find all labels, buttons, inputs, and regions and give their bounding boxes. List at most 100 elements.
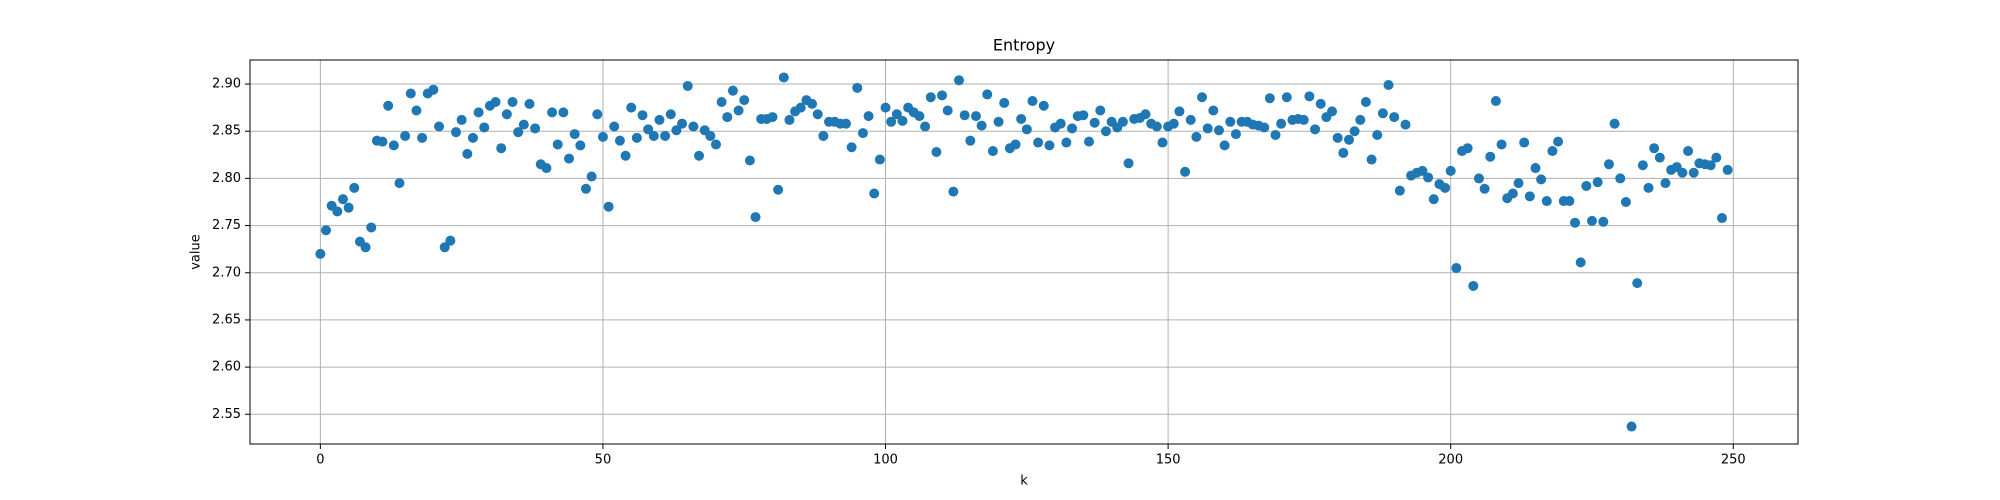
point: [705, 130, 716, 141]
point: [744, 155, 755, 166]
point: [321, 225, 332, 236]
point: [439, 242, 450, 253]
point: [564, 153, 575, 164]
point: [451, 127, 462, 138]
point: [631, 132, 642, 143]
x-tick-label: 200: [1438, 453, 1463, 468]
point: [688, 121, 699, 132]
point: [880, 102, 891, 113]
point: [1524, 191, 1535, 202]
point: [1383, 80, 1394, 91]
point: [513, 127, 524, 138]
point: [473, 107, 484, 118]
plot-frame: [249, 59, 1799, 445]
point: [530, 123, 541, 134]
point: [434, 121, 445, 132]
point: [1027, 96, 1038, 107]
point: [999, 97, 1010, 108]
x-axis-label: k: [1020, 474, 1028, 489]
point: [1349, 126, 1360, 137]
point: [773, 184, 784, 195]
point: [1366, 154, 1377, 165]
point: [1620, 196, 1631, 207]
point: [1343, 134, 1354, 145]
point: [394, 178, 405, 189]
point: [1202, 123, 1213, 134]
point: [366, 222, 377, 233]
y-tick-label: 2.60: [212, 360, 241, 375]
point: [332, 206, 343, 217]
point: [1010, 139, 1021, 150]
point: [1315, 98, 1326, 109]
point: [388, 140, 399, 151]
point: [891, 109, 902, 120]
point: [869, 188, 880, 199]
point: [1570, 217, 1581, 228]
point: [1649, 143, 1660, 154]
point: [541, 163, 552, 174]
point: [1055, 118, 1066, 129]
point: [1716, 213, 1727, 224]
point: [1479, 183, 1490, 194]
point: [818, 130, 829, 141]
point: [315, 248, 326, 259]
point: [1355, 114, 1366, 125]
point: [846, 142, 857, 153]
point: [807, 98, 818, 109]
point: [400, 130, 411, 141]
point: [1213, 125, 1224, 136]
point: [1722, 164, 1733, 175]
point: [1061, 137, 1072, 148]
point: [682, 80, 693, 91]
point: [1298, 114, 1309, 125]
point: [1151, 121, 1162, 132]
point: [490, 96, 501, 107]
point: [665, 109, 676, 120]
point: [1078, 110, 1089, 121]
point: [1507, 188, 1518, 199]
point: [948, 186, 959, 197]
point: [778, 72, 789, 83]
point: [1575, 257, 1586, 268]
point: [558, 107, 569, 118]
point: [592, 109, 603, 120]
point: [840, 118, 851, 129]
point: [733, 105, 744, 116]
point: [1496, 139, 1507, 150]
point: [586, 171, 597, 182]
point: [1372, 130, 1383, 141]
y-tick-label: 2.90: [212, 77, 241, 92]
point: [1185, 114, 1196, 125]
point: [1310, 124, 1321, 135]
point: [637, 110, 648, 121]
point: [1225, 116, 1236, 127]
point: [1440, 182, 1451, 193]
point: [1626, 421, 1637, 432]
point: [496, 143, 507, 154]
point: [1259, 122, 1270, 133]
point: [445, 235, 456, 246]
point: [1592, 177, 1603, 188]
point: [524, 98, 535, 109]
point: [1519, 137, 1530, 148]
y-tick-label: 2.80: [212, 171, 241, 186]
point: [1281, 92, 1292, 103]
point: [931, 146, 942, 157]
point: [976, 120, 987, 131]
point: [654, 114, 665, 125]
point: [428, 84, 439, 95]
point: [1423, 172, 1434, 183]
point: [694, 150, 705, 161]
point: [1468, 280, 1479, 291]
point: [1598, 216, 1609, 227]
point: [1157, 137, 1168, 148]
y-tick-label: 2.70: [212, 265, 241, 280]
point: [1338, 147, 1349, 158]
x-tick-label: 150: [1156, 453, 1181, 468]
point: [417, 132, 428, 143]
point: [1219, 140, 1230, 151]
point: [1473, 173, 1484, 184]
point: [970, 111, 981, 122]
point: [349, 182, 360, 193]
